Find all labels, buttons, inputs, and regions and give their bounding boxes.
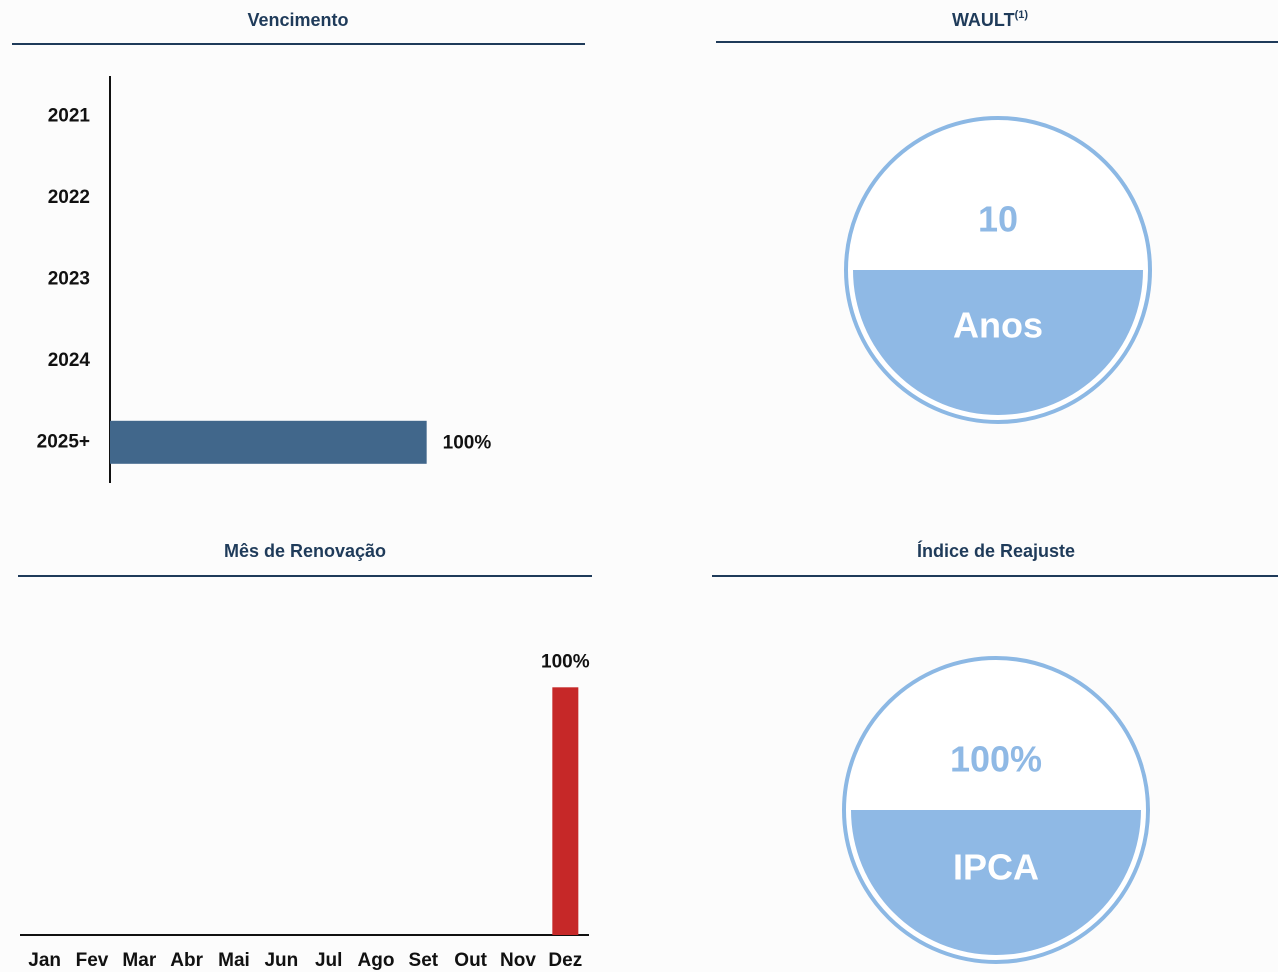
data-label: 100% bbox=[541, 651, 590, 672]
panel-title: WAULT(1) bbox=[952, 9, 1028, 30]
y-tick-label: 2023 bbox=[48, 269, 90, 290]
x-tick-label: Jun bbox=[264, 950, 298, 971]
gauge-bottom: IPCA bbox=[953, 847, 1039, 888]
bar bbox=[552, 687, 579, 935]
panel-title: Vencimento bbox=[247, 10, 348, 30]
gauge-fill bbox=[853, 270, 1143, 415]
y-tick-label: 2025+ bbox=[37, 431, 90, 452]
x-tick-label: Dez bbox=[548, 950, 582, 971]
x-tick-label: Jul bbox=[315, 950, 342, 971]
x-tick-label: Set bbox=[409, 950, 439, 971]
y-tick-label: 2021 bbox=[48, 106, 91, 127]
x-tick-label: Abr bbox=[170, 950, 203, 971]
y-tick-label: 2024 bbox=[48, 350, 91, 371]
x-tick-label: Mai bbox=[218, 950, 250, 971]
title-note: (1) bbox=[1015, 9, 1029, 21]
panel-title: Mês de Renovação bbox=[224, 541, 386, 561]
x-tick-label: Jan bbox=[28, 950, 61, 971]
x-tick-label: Mar bbox=[122, 950, 156, 971]
gauge-top: 10 bbox=[978, 199, 1018, 240]
x-tick-label: Nov bbox=[500, 950, 536, 971]
bar bbox=[110, 420, 427, 464]
title-text: WAULT bbox=[952, 10, 1015, 30]
gauge-bottom: Anos bbox=[953, 305, 1043, 346]
data-label: 100% bbox=[443, 432, 492, 453]
gauge-top: 100% bbox=[950, 739, 1042, 780]
x-tick-label: Out bbox=[454, 950, 487, 971]
panel-title: Índice de Reajuste bbox=[917, 540, 1075, 561]
gauge: 100% IPCA bbox=[842, 656, 1150, 964]
x-tick-label: Fev bbox=[76, 950, 109, 971]
y-tick-label: 2022 bbox=[48, 187, 90, 208]
gauge-fill bbox=[851, 810, 1141, 955]
x-tick-label: Ago bbox=[358, 950, 395, 971]
gauge: 10 Anos bbox=[844, 116, 1152, 424]
